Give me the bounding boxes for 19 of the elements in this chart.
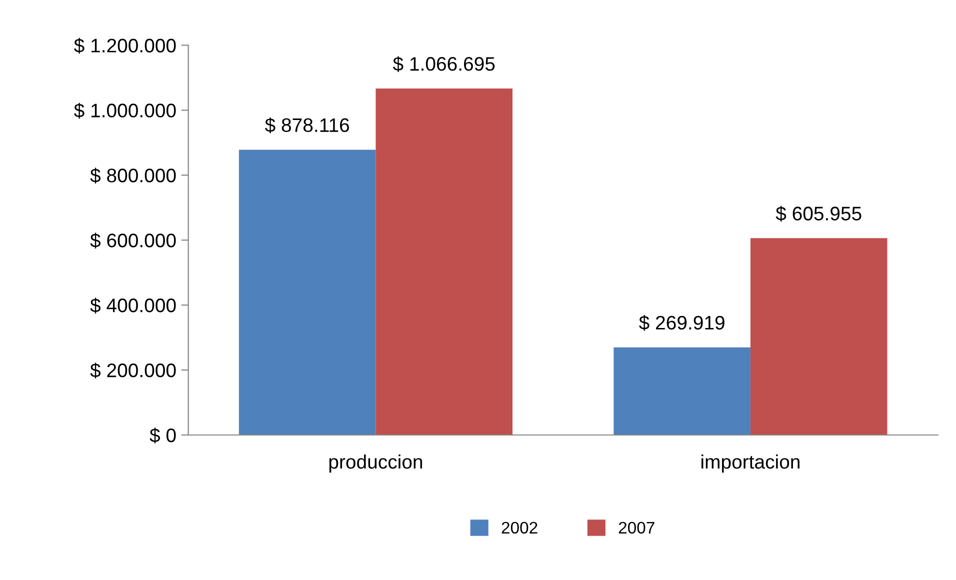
y-tick-label: $ 0 (150, 428, 176, 444)
y-tick-label: $ 800.000 (90, 168, 176, 184)
y-tick-label: $ 400.000 (90, 298, 176, 314)
y-tick-label: $ 600.000 (90, 232, 176, 249)
data-label: $ 878.116 (264, 117, 349, 134)
legend-label: 2002 (502, 522, 538, 534)
bar (376, 88, 512, 435)
data-label: $ 269.919 (639, 315, 724, 331)
bar (238, 150, 376, 435)
y-tick-label: $ 1.000.000 (74, 102, 176, 119)
x-tick-label: produccion (329, 454, 422, 473)
bar (614, 347, 750, 435)
data-label: $ 1.066.695 (392, 56, 495, 72)
x-tick-label: importacion (702, 454, 800, 473)
legend-label: 2007 (618, 522, 654, 534)
bar (750, 238, 888, 435)
data-label: $ 605.955 (776, 206, 862, 222)
y-tick-label: $ 1.200.000 (74, 38, 176, 54)
y-tick-label: $ 200.000 (90, 362, 176, 378)
